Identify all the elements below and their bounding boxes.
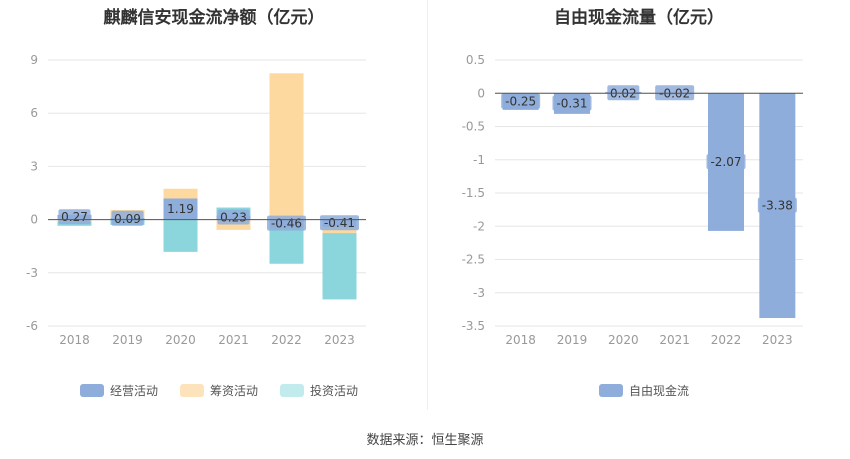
y-tick-label: -3 — [26, 266, 38, 280]
y-tick-label: -1.5 — [462, 186, 485, 200]
data-label-background — [164, 201, 197, 217]
x-tick-label: 2018 — [59, 333, 90, 347]
cash-flow-net-chart: -6 -3 0 3 6 9 2018 0.27 2019 0.09 2020 1.19 2021 0.23… — [26, 53, 366, 347]
y-tick-label: 6 — [30, 106, 38, 120]
x-tick-label: 2020 — [608, 333, 639, 347]
bar-financing — [163, 188, 198, 199]
y-tick-label: 0.5 — [466, 53, 485, 67]
data-label-background — [320, 215, 359, 231]
data-label-background — [757, 197, 797, 213]
data-label: -3.38 — [762, 199, 793, 213]
data-label: 1.19 — [167, 202, 194, 216]
bar-financing — [269, 73, 304, 220]
x-tick-label: 2023 — [762, 333, 793, 347]
legend-item-free-cash-flow[interactable]: 自由现金流 — [599, 382, 689, 399]
x-tick-label: 2020 — [165, 333, 196, 347]
right-chart-title: 自由现金流量（亿元） — [554, 8, 724, 28]
x-tick-label: 2022 — [271, 333, 302, 347]
data-label-background — [217, 209, 250, 225]
legend-swatch-operating — [80, 384, 104, 397]
y-tick-label: 3 — [30, 159, 38, 173]
data-label: -0.31 — [556, 97, 587, 111]
x-tick-label: 2022 — [711, 333, 742, 347]
y-tick-label: -6 — [26, 319, 38, 333]
legend-item-investing[interactable]: 投资活动 — [280, 382, 358, 399]
panel-divider — [427, 0, 428, 410]
legend-swatch-financing — [180, 384, 205, 397]
data-label: 0.27 — [61, 210, 88, 224]
y-tick-label: -1 — [473, 153, 485, 167]
legend-label-investing: 投资活动 — [310, 384, 359, 398]
x-tick-label: 2023 — [324, 333, 355, 347]
data-label-background — [501, 93, 541, 109]
legend-label-free-cash-flow: 自由现金流 — [629, 384, 690, 398]
data-label: 0.09 — [114, 212, 141, 226]
y-tick-label: -2.5 — [462, 253, 485, 267]
legend-item-operating[interactable]: 经营活动 — [80, 382, 158, 399]
data-label-background — [58, 209, 91, 225]
legend-item-financing[interactable]: 筹资活动 — [180, 382, 258, 399]
x-tick-label: 2021 — [218, 333, 249, 347]
left-chart-title: 麒麟信安现金流净额（亿元） — [103, 8, 325, 28]
y-tick-label: 9 — [30, 53, 38, 67]
data-label: -2.07 — [710, 155, 741, 169]
data-label: -0.25 — [505, 95, 536, 109]
y-tick-label: 0 — [477, 86, 485, 100]
y-tick-label: -0.5 — [462, 120, 485, 134]
bar-investing — [163, 219, 198, 252]
data-label: -0.46 — [271, 217, 302, 231]
data-label-background — [111, 210, 144, 226]
legend-label-financing: 筹资活动 — [210, 384, 259, 398]
data-label: 0.23 — [220, 211, 247, 225]
data-label-background — [706, 154, 746, 170]
legend-label-operating: 经营活动 — [110, 384, 159, 398]
free-cash-flow-chart: 0.5 0 -0.5 -1 -1.5 -2 -2.5 -3 -3.5 2018 -0.25 2019 -… — [462, 53, 803, 347]
x-tick-label: 2018 — [505, 333, 536, 347]
y-tick-label: 0 — [30, 213, 38, 227]
x-tick-label: 2019 — [112, 333, 143, 347]
bar-financing — [216, 219, 251, 230]
bar-investing — [322, 233, 357, 300]
legend-swatch-free-cash-flow — [599, 384, 623, 397]
y-tick-label: -3 — [473, 286, 485, 300]
y-tick-label: -3.5 — [462, 319, 485, 333]
x-tick-label: 2021 — [659, 333, 690, 347]
right-legend: 自由现金流 — [599, 382, 689, 399]
y-tick-label: -2 — [473, 219, 485, 233]
data-label-background — [552, 95, 592, 111]
data-source-note: 数据来源：恒生聚源 — [366, 433, 484, 448]
left-legend: 经营活动 筹资活动 投资活动 — [80, 382, 358, 399]
x-tick-label: 2019 — [557, 333, 588, 347]
legend-swatch-investing — [280, 384, 305, 397]
bar-investing — [269, 227, 304, 264]
